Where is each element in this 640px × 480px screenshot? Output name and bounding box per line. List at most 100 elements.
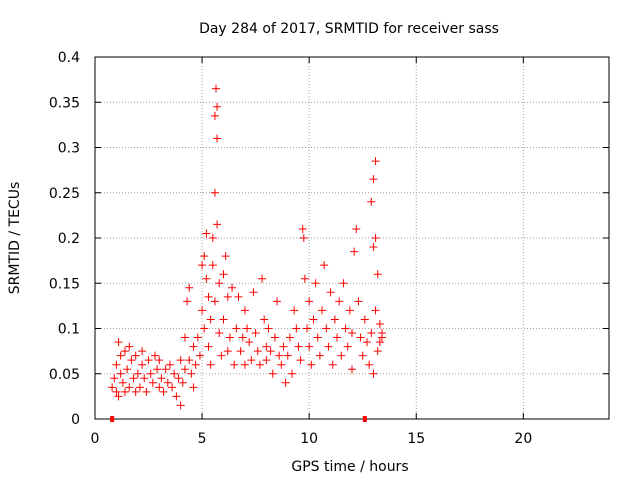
data-point	[341, 324, 350, 333]
data-point	[195, 351, 204, 360]
data-point	[183, 297, 192, 306]
data-point	[243, 324, 252, 333]
data-point	[138, 360, 147, 369]
data-point	[362, 338, 371, 347]
data-point	[262, 356, 271, 365]
data-point	[258, 274, 267, 283]
data-point	[322, 324, 331, 333]
data-point	[285, 333, 294, 342]
data-point	[180, 365, 189, 374]
data-point	[232, 324, 241, 333]
data-point	[326, 288, 335, 297]
y-tick-label: 0.35	[49, 95, 80, 111]
data-point	[200, 324, 209, 333]
data-point	[339, 279, 348, 288]
data-point	[275, 351, 284, 360]
data-point	[369, 243, 378, 252]
data-point	[294, 342, 303, 351]
data-point	[281, 378, 290, 387]
data-point	[371, 157, 380, 166]
x-axis-label: GPS time / hours	[291, 459, 408, 475]
y-tick-label: 0.05	[49, 367, 80, 383]
data-point	[240, 360, 249, 369]
data-point	[343, 342, 352, 351]
data-point	[213, 220, 222, 229]
y-tick-label: 0.1	[58, 322, 80, 338]
data-point	[305, 297, 314, 306]
data-point	[142, 387, 151, 396]
data-point	[369, 175, 378, 184]
data-point	[133, 369, 142, 378]
data-point	[369, 369, 378, 378]
data-point	[345, 306, 354, 315]
data-point	[268, 369, 277, 378]
grid-lines	[95, 57, 609, 419]
data-point	[253, 347, 262, 356]
data-point	[180, 333, 189, 342]
data-point	[288, 369, 297, 378]
data-point	[283, 351, 292, 360]
data-point	[210, 111, 219, 120]
data-point	[375, 338, 384, 347]
data-point	[371, 234, 380, 242]
data-point	[236, 347, 245, 356]
data-point	[238, 333, 247, 342]
data-point	[125, 383, 134, 392]
data-point	[371, 306, 380, 315]
y-tick-label: 0.25	[49, 186, 80, 202]
data-point	[219, 270, 228, 279]
data-point	[146, 369, 155, 378]
axis-ticks	[94, 56, 609, 420]
data-point	[367, 329, 376, 338]
data-point	[138, 347, 147, 356]
y-tick-labels: 0 0.05 0.1 0.15 0.2 0.25 0.3 0.35 0.4	[49, 50, 80, 428]
data-point	[270, 333, 279, 342]
data-point	[120, 347, 129, 356]
data-point	[358, 351, 367, 360]
data-point	[375, 319, 384, 328]
data-point	[260, 315, 269, 324]
data-point	[202, 229, 211, 238]
data-point	[189, 342, 198, 351]
data-point	[377, 333, 386, 342]
data-points	[108, 84, 386, 410]
data-point	[210, 188, 219, 197]
data-point	[223, 292, 232, 301]
data-point	[251, 329, 260, 338]
data-point	[234, 292, 243, 301]
data-point	[315, 351, 324, 360]
data-point	[129, 374, 138, 383]
data-point	[290, 306, 299, 315]
data-point	[208, 234, 217, 242]
data-point	[213, 102, 222, 111]
data-point	[172, 392, 181, 401]
data-point	[116, 369, 125, 378]
data-point	[191, 360, 200, 369]
data-point	[223, 347, 232, 356]
data-point	[148, 378, 157, 387]
data-point	[206, 360, 215, 369]
data-point	[247, 356, 256, 365]
data-point	[127, 356, 136, 365]
data-point	[240, 306, 249, 315]
data-point	[200, 252, 209, 261]
data-point	[249, 288, 258, 297]
data-point	[174, 374, 183, 383]
data-point	[298, 224, 307, 233]
data-point	[110, 374, 119, 383]
data-point	[245, 338, 254, 347]
data-point	[320, 261, 329, 270]
data-point	[108, 383, 117, 392]
data-point	[176, 401, 185, 410]
data-point	[198, 306, 207, 315]
data-point	[159, 387, 168, 396]
data-point	[125, 342, 134, 351]
data-point	[313, 333, 322, 342]
data-point	[305, 342, 314, 351]
data-point	[155, 356, 164, 365]
data-point	[328, 360, 337, 369]
data-point	[318, 306, 327, 315]
data-point	[228, 283, 237, 292]
data-point	[307, 360, 316, 369]
